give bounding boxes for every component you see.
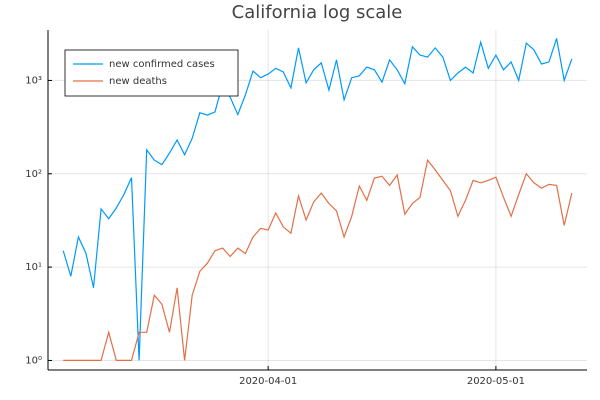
x-tick-label: 2020-05-01 bbox=[467, 376, 525, 387]
legend-label: new confirmed cases bbox=[109, 59, 215, 70]
y-tick-label: 10² bbox=[25, 169, 42, 180]
x-tick-label: 2020-04-01 bbox=[239, 376, 297, 387]
chart-title: California log scale bbox=[232, 2, 403, 23]
legend-label: new deaths bbox=[109, 76, 167, 87]
y-tick-label: 10¹ bbox=[25, 262, 42, 273]
data-line bbox=[62, 38, 573, 361]
data-line bbox=[63, 158, 573, 361]
y-tick-label: 10³ bbox=[25, 75, 42, 86]
y-tick-label: 10⁰ bbox=[25, 355, 42, 366]
legend-box bbox=[64, 49, 239, 97]
